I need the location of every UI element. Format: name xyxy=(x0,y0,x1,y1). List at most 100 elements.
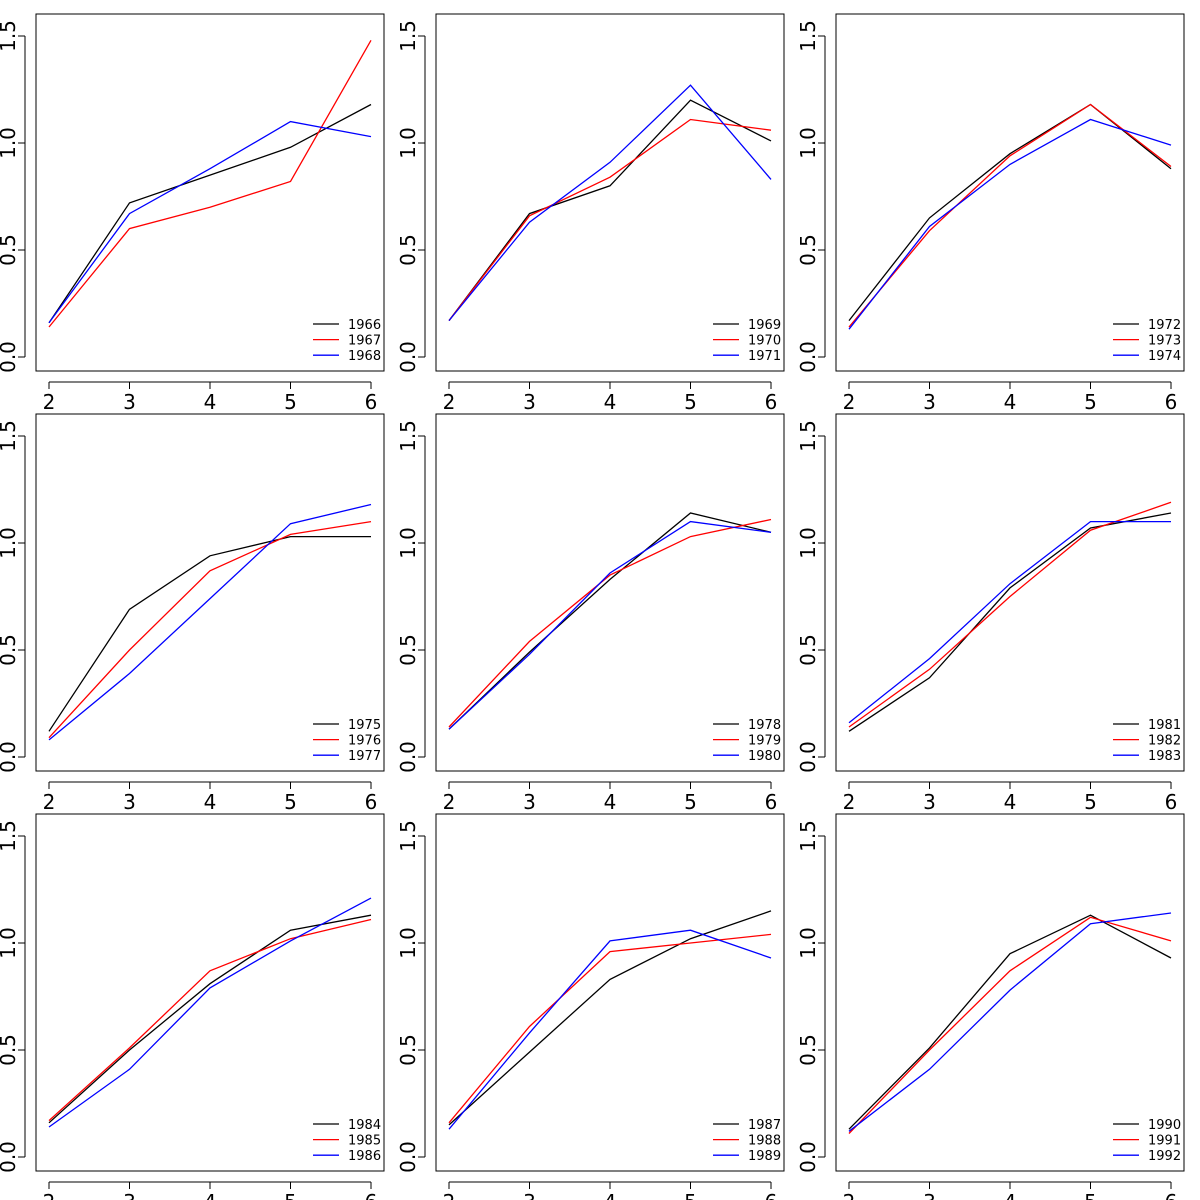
legend-label: 1966 xyxy=(348,318,381,333)
series-line-1991 xyxy=(848,916,1172,1134)
legend-label: 1971 xyxy=(748,349,781,364)
plot-frame xyxy=(435,413,785,772)
x-tick-label: 5 xyxy=(284,1190,297,1200)
series-line-1980 xyxy=(448,520,772,730)
x-tick-label: 5 xyxy=(1084,1190,1097,1200)
y-tick-label: 1.5 xyxy=(0,20,20,52)
x-tick-label: 2 xyxy=(443,1190,456,1200)
y-tick-label: 1.0 xyxy=(396,127,420,159)
x-tick-label: 2 xyxy=(43,790,56,814)
y-tick-label: 0.5 xyxy=(796,634,820,666)
x-tick-label: 4 xyxy=(1004,390,1017,414)
x-tick-label: 3 xyxy=(523,790,536,814)
legend-label: 1976 xyxy=(348,734,381,749)
y-tick-label: 1.0 xyxy=(796,527,820,559)
y-tick-label: 0.0 xyxy=(396,1141,420,1173)
series-line-1992 xyxy=(848,912,1172,1132)
y-tick-label: 0.5 xyxy=(0,634,20,666)
series-line-1966 xyxy=(48,103,372,324)
legend-label: 1977 xyxy=(348,749,381,764)
series-line-1982 xyxy=(848,501,1172,728)
x-tick-label: 5 xyxy=(284,790,297,814)
x-tick-label: 3 xyxy=(923,390,936,414)
x-tick-label: 6 xyxy=(1165,390,1178,414)
legend-label: 1973 xyxy=(1148,334,1181,349)
y-tick-label: 0.5 xyxy=(396,1034,420,1066)
x-tick-label: 2 xyxy=(843,790,856,814)
x-tick-label: 5 xyxy=(684,790,697,814)
y-tick-label: 0.5 xyxy=(396,634,420,666)
x-tick-label: 3 xyxy=(523,390,536,414)
series-line-1974 xyxy=(848,118,1172,330)
legend-label: 1982 xyxy=(1148,734,1181,749)
series-line-1976 xyxy=(48,520,372,739)
x-tick-label: 6 xyxy=(1165,790,1178,814)
y-tick-label: 1.5 xyxy=(396,420,420,452)
x-tick-label: 4 xyxy=(1004,1190,1017,1200)
legend-label: 1980 xyxy=(748,749,781,764)
y-tick-label: 1.0 xyxy=(396,527,420,559)
y-tick-label: 1.5 xyxy=(396,20,420,52)
x-tick-label: 5 xyxy=(684,1190,697,1200)
series-line-1968 xyxy=(48,120,372,324)
legend-label: 1979 xyxy=(748,734,781,749)
x-tick-label: 5 xyxy=(1084,790,1097,814)
y-tick-label: 0.5 xyxy=(796,234,820,266)
y-tick-label: 1.5 xyxy=(796,420,820,452)
y-tick-label: 1.0 xyxy=(0,127,20,159)
y-tick-label: 0.0 xyxy=(796,341,820,373)
series-line-1972 xyxy=(848,103,1172,322)
series-line-1984 xyxy=(48,914,372,1124)
legend-label: 1991 xyxy=(1148,1134,1181,1149)
legend-label: 1974 xyxy=(1148,349,1181,364)
legend-label: 1988 xyxy=(748,1134,781,1149)
series-line-1986 xyxy=(48,897,372,1128)
x-tick-label: 3 xyxy=(923,1190,936,1200)
y-tick-label: 1.0 xyxy=(796,927,820,959)
x-tick-label: 2 xyxy=(443,790,456,814)
plot-frame xyxy=(35,413,385,772)
legend-label: 1987 xyxy=(748,1118,781,1133)
x-tick-label: 6 xyxy=(365,1190,378,1200)
x-tick-label: 3 xyxy=(123,1190,136,1200)
y-tick-label: 1.0 xyxy=(0,927,20,959)
series-line-1969 xyxy=(448,99,772,321)
x-tick-label: 2 xyxy=(843,1190,856,1200)
y-tick-label: 0.0 xyxy=(0,741,20,773)
x-tick-label: 2 xyxy=(443,390,456,414)
y-tick-label: 0.5 xyxy=(0,1034,20,1066)
y-tick-label: 1.0 xyxy=(396,927,420,959)
series-line-1970 xyxy=(448,118,772,321)
legend-label: 1975 xyxy=(348,718,381,733)
y-tick-label: 0.5 xyxy=(0,234,20,266)
y-tick-label: 0.0 xyxy=(396,341,420,373)
series-line-1971 xyxy=(448,84,772,322)
x-tick-label: 5 xyxy=(684,390,697,414)
legend-label: 1983 xyxy=(1148,749,1181,764)
legend-label: 1992 xyxy=(1148,1149,1181,1164)
x-tick-label: 6 xyxy=(365,790,378,814)
plot-frame xyxy=(435,813,785,1172)
y-tick-label: 0.0 xyxy=(796,741,820,773)
x-tick-label: 5 xyxy=(1084,390,1097,414)
y-tick-label: 1.5 xyxy=(396,820,420,852)
legend-label: 1967 xyxy=(348,334,381,349)
x-tick-label: 6 xyxy=(765,1190,778,1200)
y-tick-label: 1.5 xyxy=(0,820,20,852)
y-tick-label: 0.5 xyxy=(396,234,420,266)
x-tick-label: 4 xyxy=(204,1190,217,1200)
x-tick-label: 4 xyxy=(204,390,217,414)
y-tick-label: 1.0 xyxy=(0,527,20,559)
